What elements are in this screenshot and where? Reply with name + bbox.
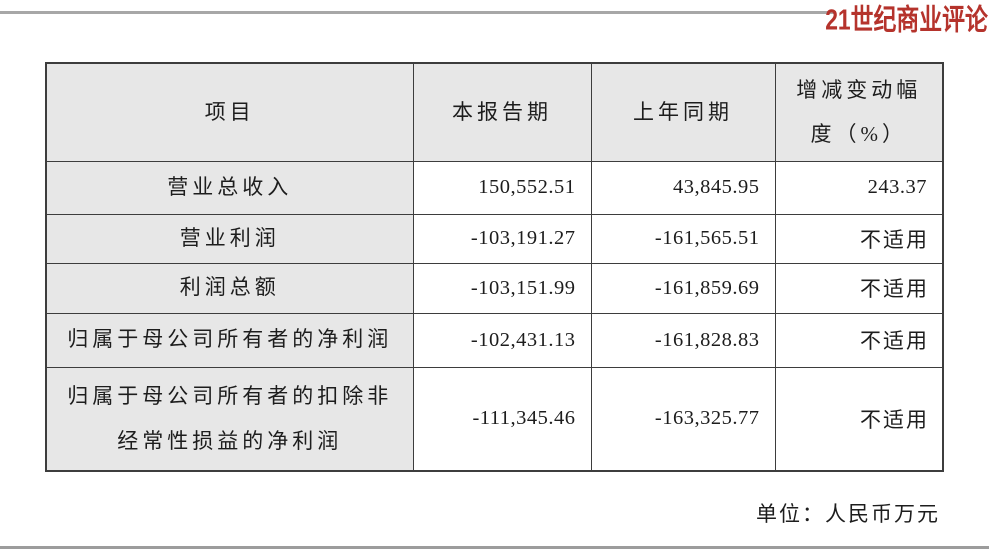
unit-note: 单位：人民币万元 <box>756 502 940 526</box>
row-label: 归属于母公司所有者的扣除非经常性损益的净利润 <box>45 366 414 472</box>
cell-prior: -161,565.51 <box>590 213 776 264</box>
header-current-period: 本报告期 <box>412 62 592 162</box>
cell-prior: -163,325.77 <box>590 366 776 472</box>
row-label: 利润总额 <box>45 262 414 314</box>
cell-change: 不适用 <box>774 366 944 472</box>
cell-current: -103,191.27 <box>412 213 592 264</box>
cell-change: 不适用 <box>774 262 944 314</box>
header-prior-period: 上年同期 <box>590 62 776 162</box>
cell-prior: -161,859.69 <box>590 262 776 314</box>
table-row: 归属于母公司所有者的净利润 -102,431.13 -161,828.83 不适… <box>45 312 944 368</box>
cell-change: 不适用 <box>774 312 944 368</box>
bottom-divider-line <box>0 546 989 549</box>
table-row: 利润总额 -103,151.99 -161,859.69 不适用 <box>45 262 944 314</box>
table-row: 营业总收入 150,552.51 43,845.95 243.37 <box>45 160 944 215</box>
table-row: 营业利润 -103,191.27 -161,565.51 不适用 <box>45 213 944 264</box>
cell-prior: 43,845.95 <box>590 160 776 215</box>
cell-current: 150,552.51 <box>412 160 592 215</box>
cell-prior: -161,828.83 <box>590 312 776 368</box>
table-row: 归属于母公司所有者的扣除非经常性损益的净利润 -111,345.46 -163,… <box>45 366 944 472</box>
header-item: 项目 <box>45 62 414 162</box>
publication-logo: 21世纪商业评论 <box>825 2 988 37</box>
cell-current: -111,345.46 <box>412 366 592 472</box>
row-label: 营业利润 <box>45 213 414 264</box>
cell-current: -103,151.99 <box>412 262 592 314</box>
row-label: 归属于母公司所有者的净利润 <box>45 312 414 368</box>
cell-current: -102,431.13 <box>412 312 592 368</box>
table-header-row: 项目 本报告期 上年同期 增减变动幅度（%） <box>45 62 944 162</box>
header-change-percent: 增减变动幅度（%） <box>774 62 944 162</box>
financial-table: 项目 本报告期 上年同期 增减变动幅度（%） 营业总收入 150,552.51 … <box>45 62 944 472</box>
cell-change: 243.37 <box>774 160 944 215</box>
row-label: 营业总收入 <box>45 160 414 215</box>
top-divider-line <box>0 11 836 14</box>
cell-change: 不适用 <box>774 213 944 264</box>
